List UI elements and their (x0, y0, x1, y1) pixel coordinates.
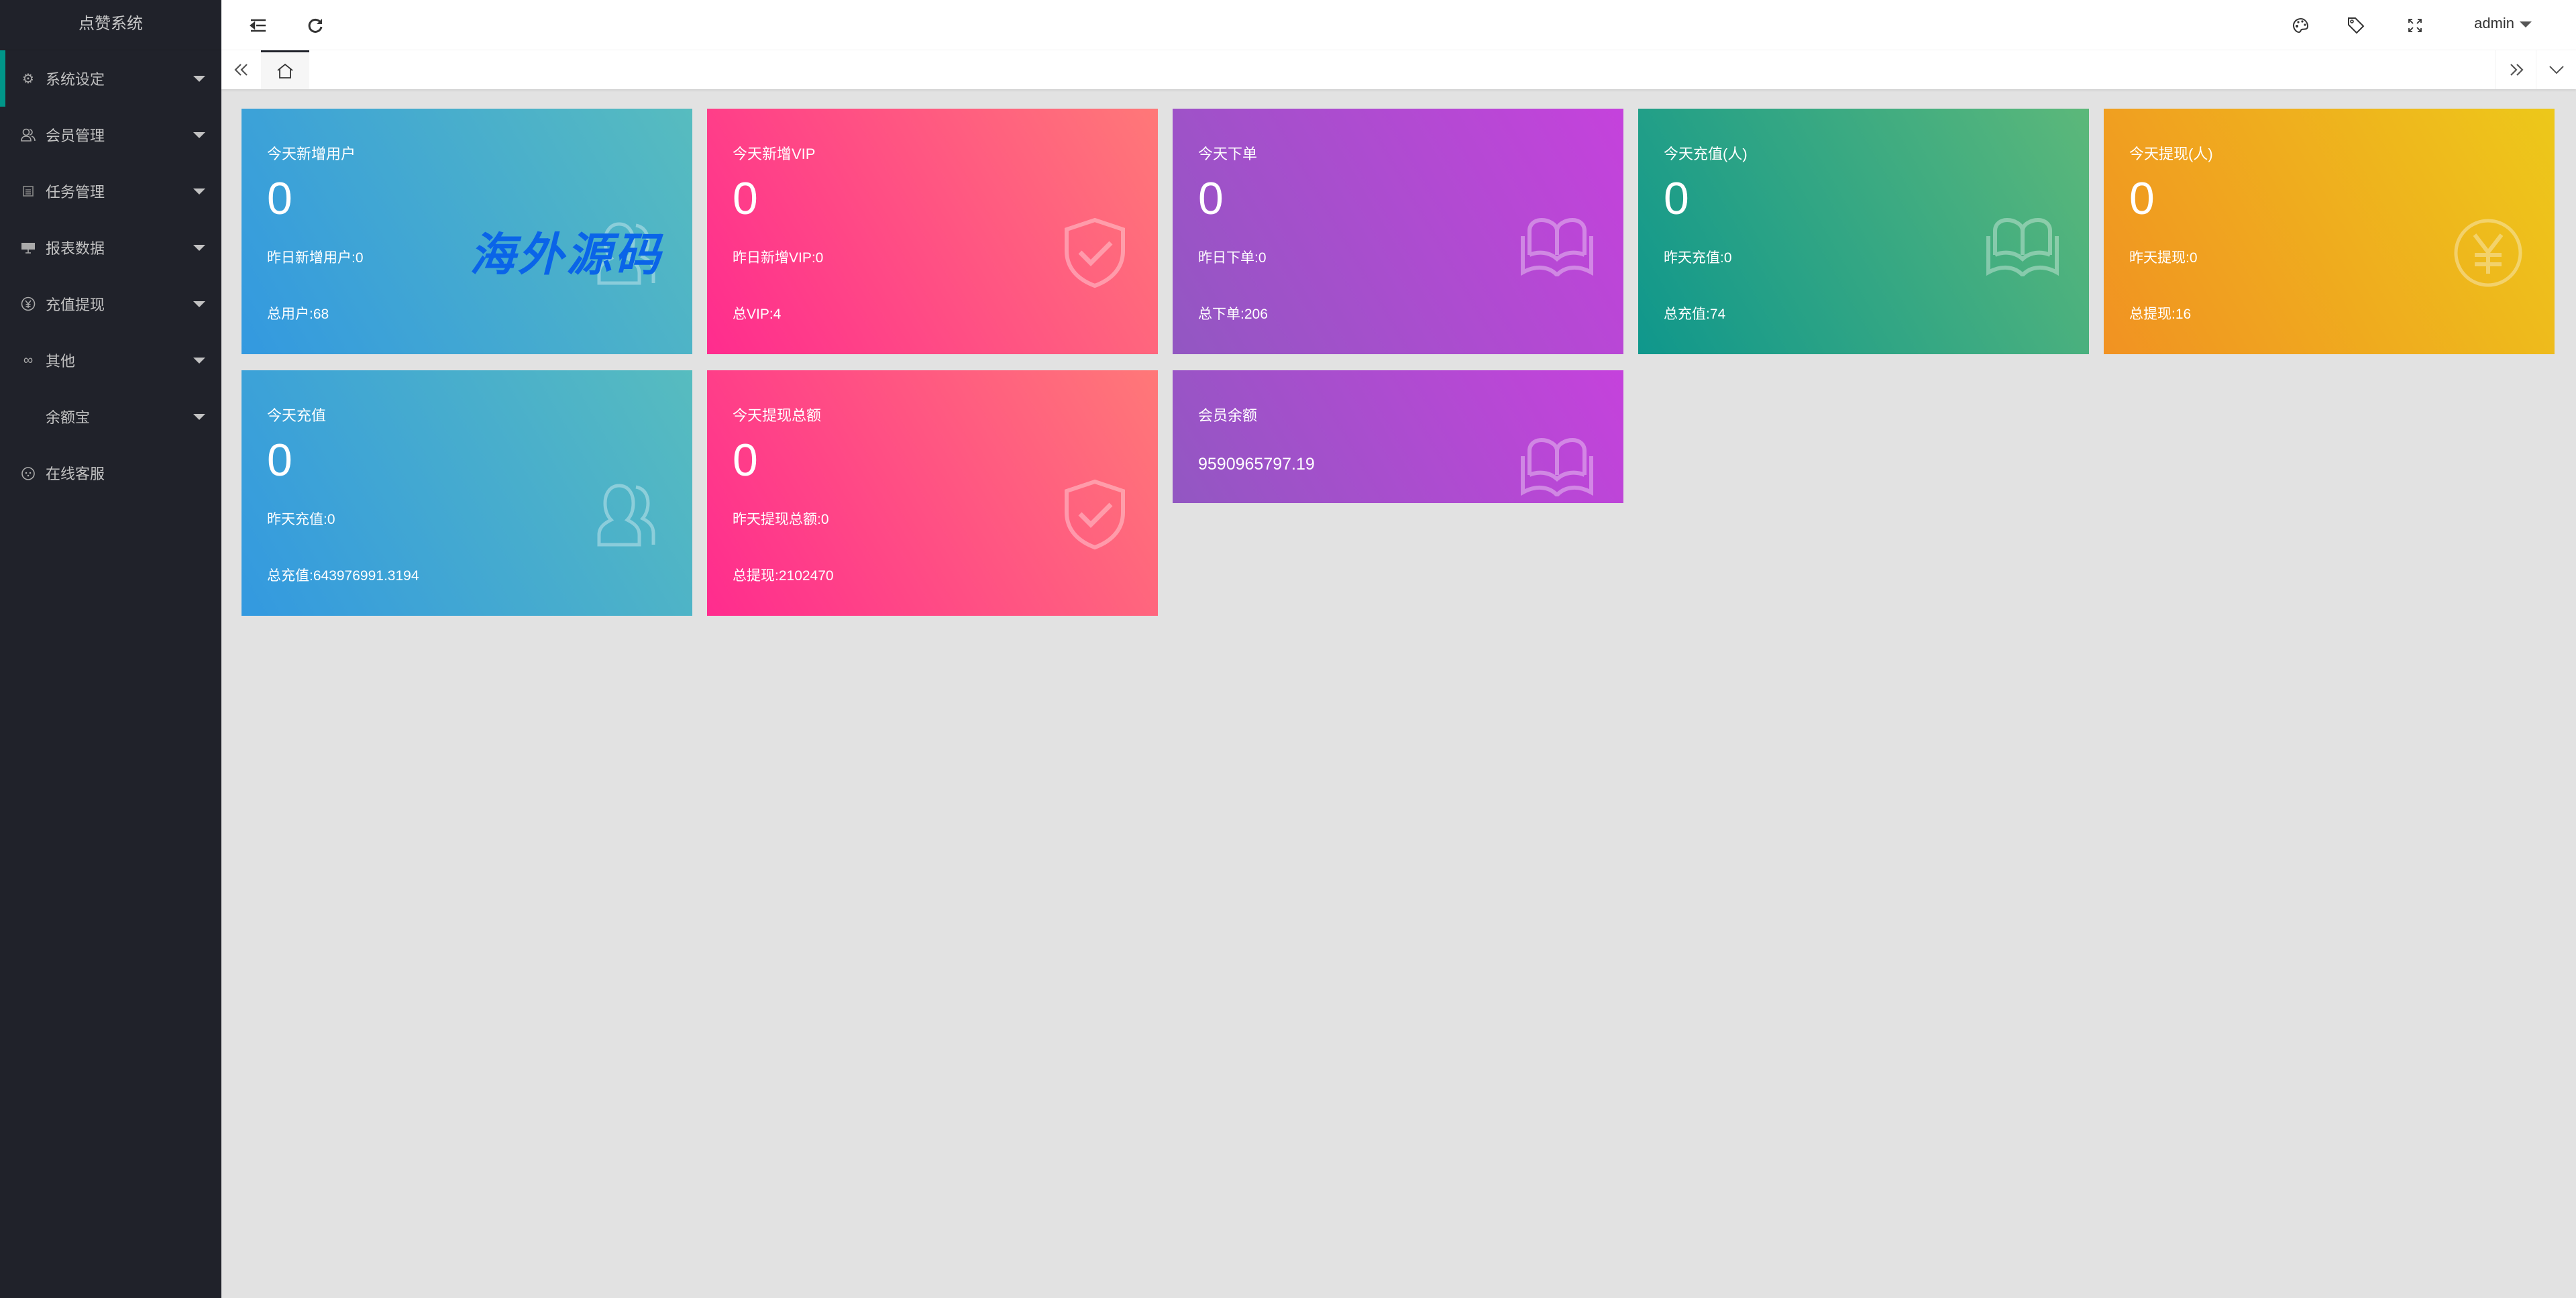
shield-check-icon (1061, 216, 1128, 293)
sidebar-item-7[interactable]: 在线客服 (0, 445, 221, 501)
app-title: 点赞系统 (0, 0, 221, 50)
sidebar-item-label: 在线客服 (46, 466, 105, 482)
card-total: 总提现:16 (2129, 307, 2192, 322)
stat-card: 今天充值(人) 0 昨天充值:0 总充值:74 (1638, 109, 2089, 354)
tab-home[interactable] (261, 50, 309, 89)
header: admin (221, 0, 2576, 50)
card-yesterday: 昨日新增VIP:0 (733, 250, 824, 266)
sidebar-item-1[interactable]: 会员管理 (0, 107, 221, 163)
palette-icon[interactable] (2288, 12, 2314, 39)
sidebar-item-5[interactable]: ∞ 其他 (0, 332, 221, 388)
user-menu[interactable]: admin (2474, 15, 2532, 32)
sidebar-item-0[interactable]: ⚙ 系统设定 (0, 50, 221, 107)
refresh-icon[interactable] (302, 12, 329, 39)
card-yesterday: 昨日新增用户:0 (267, 250, 364, 266)
yen-icon (20, 296, 36, 312)
card-total: 总用户:68 (267, 307, 329, 322)
stat-card: 今天提现总额 0 昨天提现总额:0 总提现:2102470 (707, 370, 1158, 616)
card-total: 总VIP:4 (733, 307, 782, 322)
sidebar-item-label: 余额宝 (46, 409, 91, 426)
card-yesterday: 昨天充值:0 (1664, 250, 1732, 266)
stat-card: 今天下单 0 昨日下单:0 总下单:206 (1173, 109, 1623, 354)
home-icon (277, 63, 293, 78)
fullscreen-icon[interactable] (2402, 12, 2428, 39)
card-title: 今天充值 (267, 407, 327, 424)
caret-down-icon (193, 76, 205, 82)
stat-card: 今天充值 0 昨天充值:0 总充值:643976991.3194 (241, 370, 692, 616)
link-icon: ∞ (23, 352, 34, 368)
card-title: 今天下单 (1198, 146, 1258, 162)
gear-icon: ⚙ (22, 71, 34, 87)
tabs-scroll-left-icon[interactable] (221, 50, 262, 89)
balance-card: 会员余额 9590965797.19 (1173, 370, 1623, 503)
card-title: 今天新增VIP (733, 146, 816, 162)
card-yesterday: 昨日下单:0 (1198, 250, 1267, 266)
card-title: 今天充值(人) (1664, 146, 1748, 162)
chat-face-icon (20, 465, 36, 481)
card-title: 今天新增用户 (267, 146, 356, 162)
users-icon (589, 478, 663, 555)
card-total: 总充值:643976991.3194 (267, 568, 419, 584)
sidebar-item-label: 会员管理 (46, 127, 105, 144)
sidebar-item-label: 其他 (46, 353, 76, 370)
card-total: 总下单:206 (1198, 307, 1268, 322)
card-total: 总提现:2102470 (733, 568, 834, 584)
sidebar: 点赞系统 ⚙ 系统设定会员管理任务管理报表数据充值提现 ∞ 其他余额宝在线客服 (0, 0, 221, 1298)
sidebar-item-3[interactable]: 报表数据 (0, 219, 221, 276)
card-value: 0 (267, 435, 292, 486)
users-icon (20, 127, 36, 143)
caret-down-icon (193, 358, 205, 364)
card-value: 0 (267, 173, 292, 224)
blank-icon (20, 409, 36, 425)
sidebar-item-4[interactable]: 充值提现 (0, 276, 221, 332)
stat-card: 今天新增VIP 0 昨日新增VIP:0 总VIP:4 (707, 109, 1158, 354)
yen-icon (2451, 216, 2525, 293)
tabs-scroll-right-icon[interactable] (2496, 50, 2536, 89)
menu-fold-icon[interactable] (245, 12, 272, 39)
card-title: 今天提现(人) (2129, 146, 2213, 162)
caret-down-icon (193, 132, 205, 138)
stat-card: 今天新增用户 0 昨日新增用户:0 总用户:68 (241, 109, 692, 354)
chart-board-icon (20, 239, 36, 256)
caret-down-icon (2520, 21, 2532, 28)
caret-down-icon (193, 245, 205, 251)
users-icon (589, 216, 663, 293)
card-yesterday: 昨天充值:0 (267, 512, 335, 527)
caret-down-icon (193, 188, 205, 195)
card-value: 9590965797.19 (1198, 455, 1315, 474)
tag-icon[interactable] (2343, 12, 2369, 39)
card-yesterday: 昨天提现总额:0 (733, 512, 829, 527)
sidebar-item-6[interactable]: 余额宝 (0, 388, 221, 445)
watermark: 海外源码 (470, 228, 663, 282)
caret-down-icon (193, 414, 205, 420)
sidebar-item-label: 报表数据 (46, 240, 105, 257)
book-icon (1986, 216, 2059, 280)
sidebar-item-label: 任务管理 (46, 184, 105, 201)
caret-down-icon (193, 301, 205, 307)
shield-check-icon (1061, 478, 1128, 555)
card-yesterday: 昨天提现:0 (2129, 250, 2198, 266)
file-icon (20, 183, 36, 199)
sidebar-item-2[interactable]: 任务管理 (0, 163, 221, 219)
card-title: 今天提现总额 (733, 407, 822, 424)
card-value: 0 (1198, 173, 1224, 224)
card-value: 0 (733, 173, 758, 224)
card-value: 0 (1664, 173, 1689, 224)
card-title: 会员余额 (1198, 407, 1258, 424)
book-icon (1520, 436, 1594, 500)
card-value: 0 (733, 435, 758, 486)
tab-bar (221, 50, 2576, 89)
card-total: 总充值:74 (1664, 307, 1726, 322)
card-value: 0 (2129, 173, 2155, 224)
sidebar-item-label: 充值提现 (46, 296, 105, 313)
sidebar-item-label: 系统设定 (46, 71, 105, 88)
stat-card: 今天提现(人) 0 昨天提现:0 总提现:16 (2104, 109, 2555, 354)
book-icon (1520, 216, 1594, 280)
tabs-menu-chevron-down-icon[interactable] (2536, 50, 2576, 89)
username: admin (2474, 15, 2514, 32)
